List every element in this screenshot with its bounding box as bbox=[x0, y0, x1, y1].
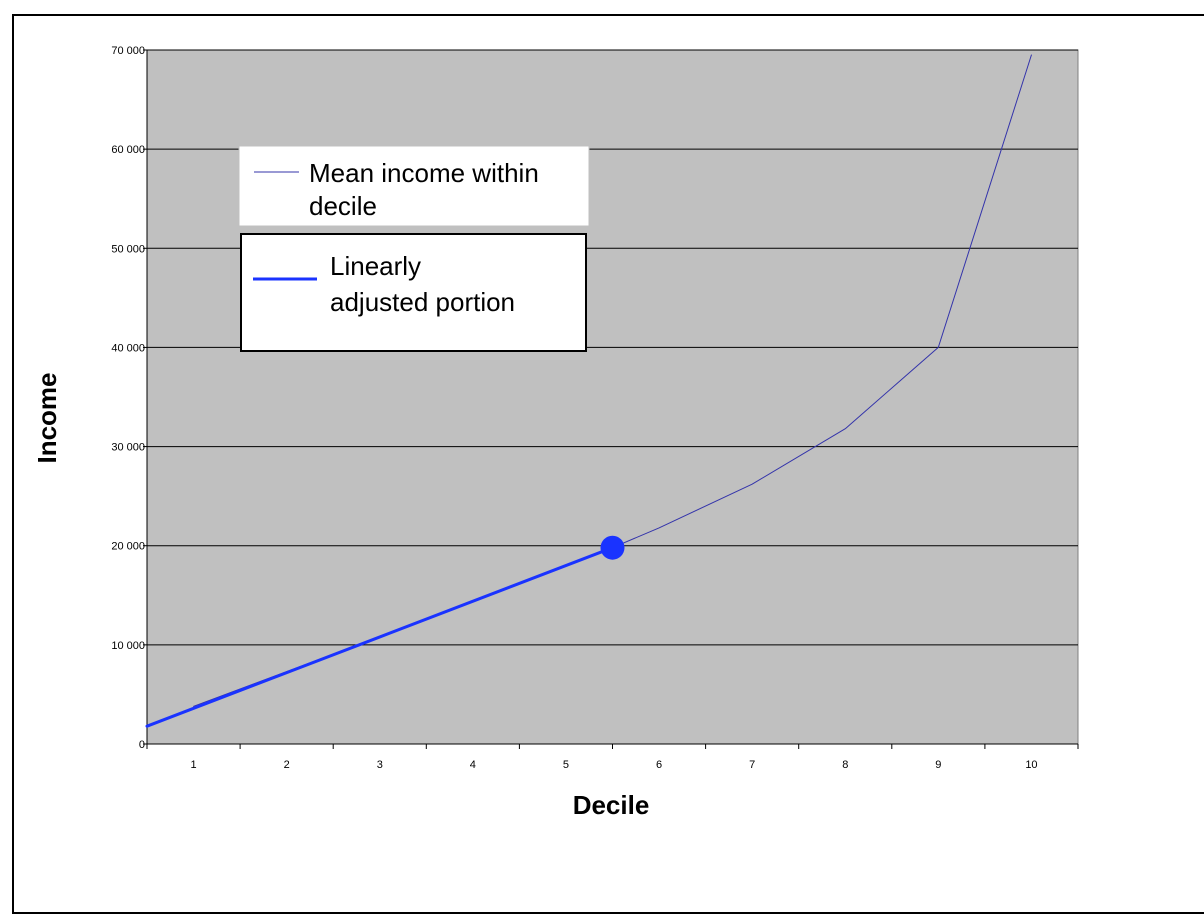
y-tick-label: 50 000 bbox=[111, 243, 145, 255]
x-tick-label: 2 bbox=[284, 759, 290, 771]
y-tick-label: 0 bbox=[139, 739, 145, 751]
y-tick-label: 70 000 bbox=[111, 45, 145, 57]
junction-marker bbox=[601, 536, 625, 560]
x-tick-label: 9 bbox=[935, 759, 941, 771]
legend-label-line: Linearly bbox=[330, 251, 421, 281]
x-tick-label: 6 bbox=[656, 759, 662, 771]
x-tick-label: 3 bbox=[377, 759, 383, 771]
legend-label-line: decile bbox=[309, 191, 377, 221]
legend-entry-linear-adjusted: Linearly adjusted portion bbox=[241, 234, 586, 351]
x-axis-title: Decile bbox=[573, 790, 650, 820]
x-tick-label: 4 bbox=[470, 759, 476, 771]
x-tick-label: 5 bbox=[563, 759, 569, 771]
x-tick-label: 10 bbox=[1025, 759, 1037, 771]
y-axis-title: Income bbox=[32, 372, 62, 463]
x-tick-label: 7 bbox=[749, 759, 755, 771]
y-tick-label: 20 000 bbox=[111, 541, 145, 553]
x-tick-label: 8 bbox=[842, 759, 848, 771]
legend-label-line: adjusted portion bbox=[330, 287, 515, 317]
chart-frame: 0 10 000 20 000 30 000 40 000 50 000 60 000 70 … bbox=[12, 14, 1204, 914]
y-tick-label: 10 000 bbox=[111, 640, 145, 652]
y-tick-label: 40 000 bbox=[111, 342, 145, 354]
y-tick-label: 30 000 bbox=[111, 442, 145, 454]
legend-label-line: Mean income within bbox=[309, 158, 539, 188]
y-tick-label: 60 000 bbox=[111, 144, 145, 156]
income-by-decile-chart: 0 10 000 20 000 30 000 40 000 50 000 60 000 70 … bbox=[14, 16, 1204, 900]
x-tick-label: 1 bbox=[190, 759, 196, 771]
